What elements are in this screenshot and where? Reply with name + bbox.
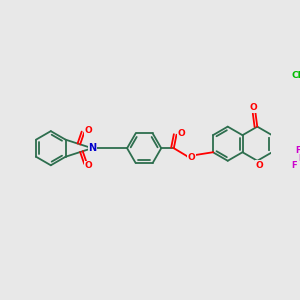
Text: O: O — [85, 161, 93, 170]
Text: Cl: Cl — [292, 71, 300, 80]
Text: O: O — [177, 129, 185, 138]
Text: O: O — [85, 126, 93, 135]
Text: F: F — [291, 161, 296, 170]
Text: F: F — [295, 146, 300, 155]
Text: O: O — [255, 161, 263, 170]
Text: F: F — [298, 154, 300, 163]
Text: N: N — [88, 143, 96, 153]
Text: O: O — [250, 103, 258, 112]
Text: O: O — [188, 153, 196, 162]
